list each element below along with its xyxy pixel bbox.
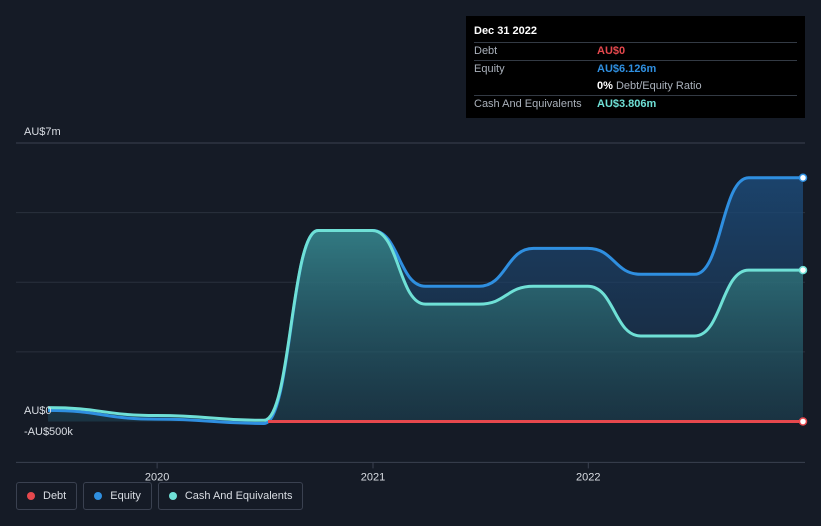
tooltip-cash-label: Cash And Equivalents [474, 98, 582, 110]
equity-end-point [798, 173, 808, 183]
tooltip-cash-value: AU$3.806m [597, 98, 657, 110]
tooltip-debt-label: Debt [474, 45, 498, 57]
x-tick-label: 2021 [361, 471, 385, 483]
debt-end-point [798, 417, 808, 426]
x-axis-ticks: 2020 2021 2022 [145, 462, 601, 483]
series-lines [47, 176, 803, 425]
debt-dot-icon [27, 492, 35, 500]
tooltip-panel: Dec 31 2022 Debt AU$0 Equity AU$6.126m 0… [466, 16, 805, 118]
tooltip-row-cash: Cash And Equivalents AU$3.806m [474, 95, 797, 113]
x-tick-label: 2020 [145, 471, 169, 483]
legend-item-cash[interactable]: Cash And Equivalents [157, 482, 304, 510]
tooltip-row-ratio: 0% Debt/Equity Ratio [474, 78, 797, 95]
y-axis-zero-label: AU$0 [24, 405, 52, 417]
tooltip-ratio-value: 0% Debt/Equity Ratio [597, 78, 702, 94]
tooltip-ratio-number: 0% [597, 80, 613, 92]
tooltip-ratio-suffix: Debt/Equity Ratio [615, 80, 702, 92]
tooltip-date: Dec 31 2022 [474, 25, 537, 37]
series-end-points [798, 173, 808, 426]
cash-area [48, 230, 803, 422]
y-axis-bottom-label: -AU$500k [24, 426, 73, 438]
tooltip-row-equity: Equity AU$6.126m [474, 60, 797, 78]
tooltip-row-debt: Debt AU$0 [474, 42, 797, 60]
tooltip-debt-value: AU$0 [597, 45, 626, 57]
tooltip-equity-label: Equity [474, 63, 505, 75]
chart-legend: Debt Equity Cash And Equivalents [16, 482, 304, 510]
tooltip-equity-value: AU$6.126m [597, 63, 657, 75]
cash-end-point [798, 265, 808, 275]
series-areas [48, 177, 803, 424]
legend-label-equity: Equity [110, 490, 141, 502]
legend-label-cash: Cash And Equivalents [184, 490, 293, 502]
cash-line [47, 229, 803, 422]
legend-label-debt: Debt [43, 490, 67, 502]
equity-line [47, 176, 803, 425]
equity-dot-icon [94, 492, 103, 500]
legend-item-equity[interactable]: Equity [83, 482, 152, 510]
cash-dot-icon [168, 492, 177, 500]
legend-item-debt[interactable]: Debt [16, 482, 78, 510]
y-axis-top-label: AU$7m [24, 126, 61, 138]
x-tick-label: 2022 [576, 471, 600, 483]
